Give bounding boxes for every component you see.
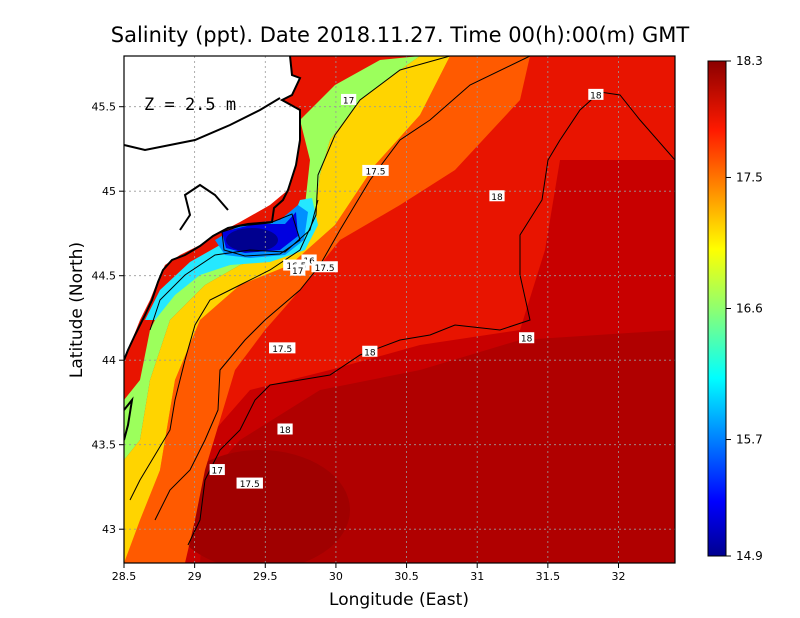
contour-label-text: 18 bbox=[521, 335, 533, 345]
coastline-bay bbox=[124, 97, 281, 152]
contour-label-box bbox=[290, 264, 306, 276]
contour-label-box bbox=[209, 464, 225, 476]
contour-label-text: 17 bbox=[292, 267, 303, 277]
contour-lines bbox=[129, 56, 675, 546]
grid-lines bbox=[124, 56, 675, 563]
contour-label: 17.5 bbox=[362, 164, 389, 177]
y-tick-label: 45 bbox=[102, 185, 116, 198]
contour-label-text: 18 bbox=[364, 348, 376, 358]
contour-17 bbox=[129, 56, 451, 501]
contour-label-text: 17.5 bbox=[315, 264, 335, 274]
contour-label-text: 17.5 bbox=[272, 345, 292, 355]
contour-label: 18 bbox=[489, 190, 505, 203]
contour-label: 18 bbox=[362, 345, 378, 358]
contour-label-box bbox=[489, 190, 505, 202]
contour-label: 18 bbox=[519, 332, 535, 345]
salinity-max-patch bbox=[170, 450, 350, 563]
colorbar-tick-label: 17.5 bbox=[736, 170, 763, 184]
contour-label-box bbox=[362, 345, 378, 357]
contour-label: 18 bbox=[277, 423, 293, 436]
x-tick-label: 32 bbox=[611, 570, 625, 583]
contour-label-text: 18 bbox=[590, 91, 602, 101]
contour-label: 17 bbox=[209, 464, 225, 477]
colorbar-ticks: 18.3 17.5 16.6 15.7 14.9 bbox=[726, 54, 763, 563]
colorbar-tick-label: 18.3 bbox=[736, 54, 763, 68]
salinity-min-core bbox=[226, 228, 278, 252]
x-tick-label: 28.5 bbox=[112, 570, 137, 583]
plot-frame bbox=[123, 55, 676, 564]
colorbar bbox=[707, 60, 727, 557]
contour-label-text: 17 bbox=[343, 96, 354, 106]
coastline bbox=[124, 56, 302, 441]
coastline-delta bbox=[179, 183, 229, 231]
y-tick-label: 44 bbox=[102, 354, 116, 367]
contour-label-box bbox=[341, 93, 357, 105]
land-mass bbox=[124, 56, 300, 360]
contour-label: 18 bbox=[588, 88, 604, 101]
contour-label-box bbox=[236, 477, 263, 489]
contour-label: 17.5 bbox=[236, 477, 263, 490]
contour-label-text: 17.5 bbox=[365, 167, 385, 177]
y-axis-ticks: 45.5 45 44.5 44 43.5 43 bbox=[92, 101, 124, 536]
contour-label-text: 17.5 bbox=[240, 480, 260, 490]
y-tick-label: 43 bbox=[102, 523, 116, 536]
x-tick-label: 29.5 bbox=[253, 570, 278, 583]
contour-label: 17 bbox=[341, 93, 357, 106]
contour-label-text: 17 bbox=[212, 467, 223, 477]
salinity-17-17.5-band bbox=[124, 56, 450, 563]
contour-17.5 bbox=[154, 56, 531, 521]
contour-label-box bbox=[311, 261, 338, 273]
contour-16 bbox=[221, 213, 301, 257]
contour-label-box bbox=[362, 164, 389, 176]
colorbar-tick-label: 14.9 bbox=[736, 549, 763, 563]
contour-label: 17 bbox=[290, 264, 306, 277]
contour-label-box bbox=[277, 423, 293, 435]
x-tick-label: 29 bbox=[188, 570, 202, 583]
salinity-17.5-18-band bbox=[124, 56, 530, 563]
plot-area: Z = 2.5 m 1717.518181616.51717.517.51818… bbox=[124, 56, 675, 563]
salinity-16-16.5-band bbox=[145, 198, 318, 320]
x-tick-label: 31.5 bbox=[536, 570, 561, 583]
coastline-main bbox=[124, 56, 302, 361]
x-axis-ticks: 28.5 29 29.5 30 30.5 31 31.5 32 bbox=[112, 563, 625, 583]
contour-label: 17.5 bbox=[269, 342, 296, 355]
chart-title: Salinity (ppt). Date 2018.11.27. Time 00… bbox=[111, 23, 690, 47]
contour-18 bbox=[187, 91, 675, 546]
coastline-bulgaria bbox=[124, 396, 134, 441]
x-axis-label: Longitude (East) bbox=[329, 590, 469, 610]
contour-label-box bbox=[519, 332, 535, 344]
contour-label-box bbox=[269, 342, 296, 354]
x-tick-label: 31 bbox=[470, 570, 484, 583]
depth-label: Z = 2.5 m bbox=[144, 95, 236, 115]
y-tick-label: 44.5 bbox=[92, 270, 117, 283]
contour-label-box bbox=[588, 88, 604, 100]
y-tick-label: 43.5 bbox=[92, 439, 117, 452]
contour-label-text: 18 bbox=[491, 193, 503, 203]
colorbar-tick-label: 16.6 bbox=[736, 302, 763, 316]
contour-label-text: 18 bbox=[279, 426, 291, 436]
y-axis-label: Latitude (North) bbox=[67, 242, 87, 378]
x-tick-label: 30.5 bbox=[394, 570, 419, 583]
x-tick-label: 30 bbox=[329, 570, 343, 583]
colorbar-tick-label: 15.7 bbox=[736, 433, 763, 447]
contour-label: 17.5 bbox=[311, 261, 338, 274]
y-tick-label: 45.5 bbox=[92, 101, 117, 114]
